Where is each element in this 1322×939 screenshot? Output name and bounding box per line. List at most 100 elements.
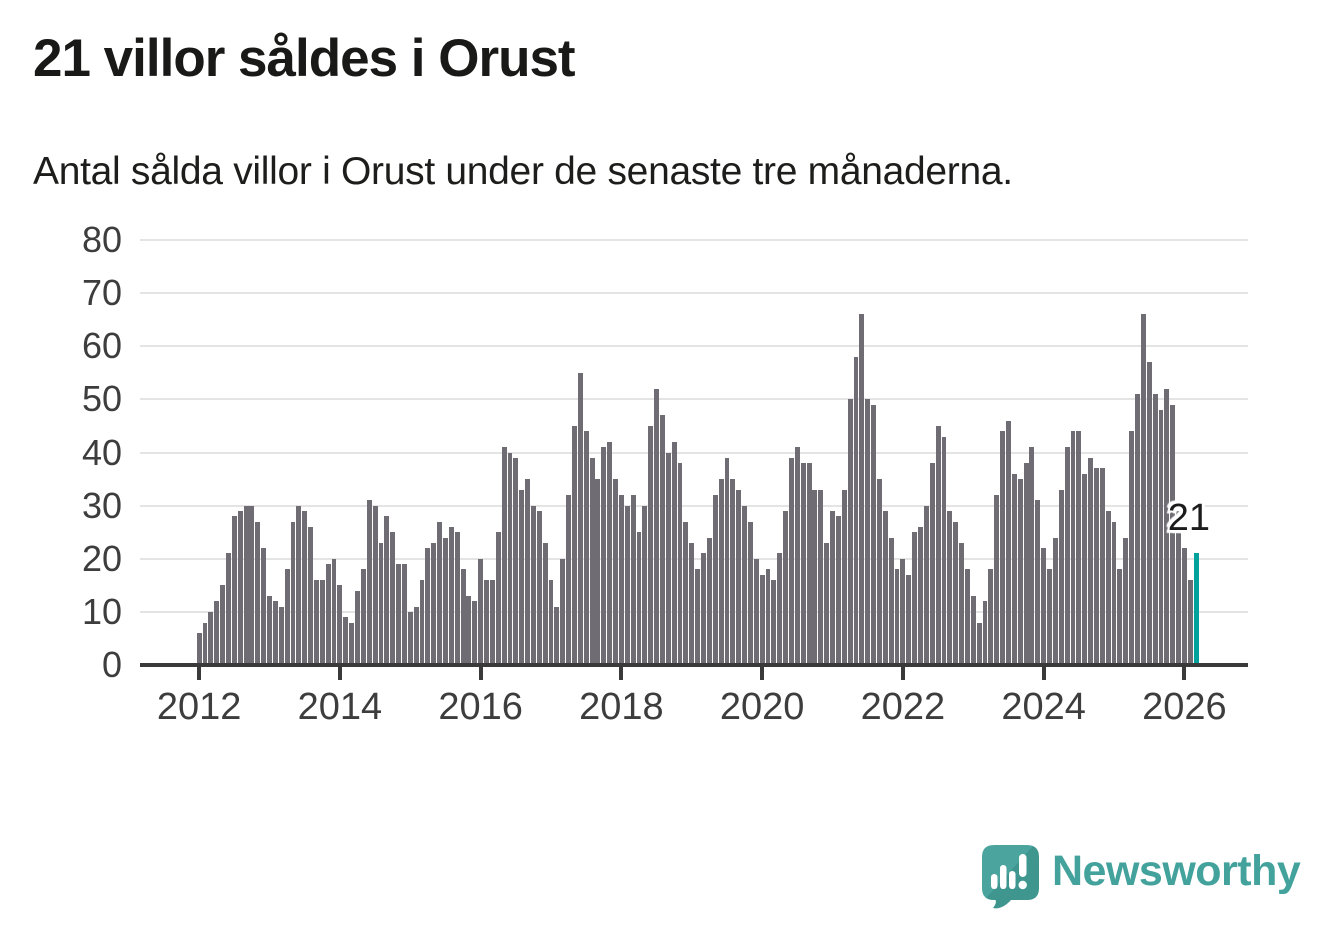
bar	[1105, 510, 1111, 665]
x-axis-label: 2014	[297, 686, 383, 728]
bar	[478, 558, 484, 665]
bar	[196, 633, 202, 665]
bar	[759, 574, 765, 665]
bar	[343, 617, 349, 665]
bar	[325, 564, 331, 665]
bar	[859, 314, 865, 665]
bar	[302, 510, 308, 665]
y-axis-label: 80	[81, 219, 122, 260]
bar	[349, 622, 355, 665]
bar	[1111, 521, 1117, 665]
bar	[407, 611, 413, 665]
bar	[308, 526, 314, 665]
bar	[1017, 479, 1023, 665]
bar	[1006, 420, 1011, 665]
bar	[1093, 468, 1099, 665]
bar	[618, 495, 624, 665]
bar	[1146, 362, 1152, 665]
bar	[577, 372, 583, 665]
bar	[812, 489, 818, 665]
bar	[642, 505, 648, 665]
bar	[542, 542, 548, 665]
bar	[231, 516, 237, 665]
bar	[1152, 394, 1158, 665]
bar	[771, 580, 777, 665]
bar	[530, 505, 536, 665]
bar	[1164, 388, 1170, 665]
bar	[448, 526, 454, 665]
bar	[554, 606, 560, 665]
bar	[1181, 548, 1187, 665]
bar	[296, 505, 302, 665]
bar	[671, 441, 677, 665]
bar	[360, 569, 366, 665]
bar	[413, 606, 419, 665]
bar	[765, 569, 771, 665]
x-axis-label: 2024	[1001, 686, 1086, 728]
bar	[466, 595, 472, 665]
bar	[1117, 569, 1123, 665]
bar	[1047, 569, 1052, 665]
bar	[988, 569, 994, 665]
bar	[401, 564, 407, 665]
bar	[454, 532, 460, 665]
bar	[1041, 548, 1047, 665]
bar	[431, 542, 437, 665]
bar	[607, 441, 613, 665]
bar	[888, 537, 894, 665]
bar	[865, 399, 871, 665]
x-axis-label: 2026	[1142, 686, 1227, 728]
bar	[443, 537, 448, 665]
bar	[566, 495, 572, 665]
y-axis-label: 60	[81, 325, 122, 367]
axis-tick	[337, 667, 342, 680]
gridline	[140, 398, 1248, 401]
bar	[701, 553, 706, 665]
bar	[677, 463, 683, 665]
bar	[1070, 431, 1076, 665]
logo-text: Newsworthy	[1052, 847, 1301, 895]
bar	[536, 510, 542, 665]
bar	[1140, 314, 1146, 665]
bar	[800, 463, 806, 665]
bar	[724, 457, 730, 665]
bar	[630, 495, 636, 665]
y-axis-label: 70	[81, 272, 122, 314]
bar	[208, 611, 214, 665]
bar	[806, 463, 812, 665]
bar	[789, 457, 794, 665]
bar	[976, 622, 982, 665]
y-axis-label: 20	[81, 537, 122, 579]
bar	[390, 532, 396, 665]
bar	[941, 436, 947, 665]
axis-tick	[478, 667, 483, 680]
bar	[261, 548, 267, 665]
bar	[1135, 394, 1140, 665]
page-title: 21 villor såldes i Orust	[33, 29, 576, 88]
bar	[777, 553, 783, 665]
bar	[278, 606, 284, 665]
axis-tick	[197, 667, 202, 680]
gridline	[140, 451, 1248, 454]
logo-bubble-icon	[982, 845, 1039, 909]
bar	[654, 388, 660, 665]
bar	[489, 580, 495, 665]
bar	[818, 489, 824, 665]
gridline	[140, 504, 1248, 507]
bar	[319, 580, 325, 665]
bar	[1064, 447, 1070, 665]
bar	[712, 495, 718, 665]
bar	[1000, 431, 1006, 665]
bar	[742, 505, 747, 665]
bar	[947, 510, 953, 665]
bar	[595, 479, 601, 665]
bar	[237, 510, 243, 665]
bar	[912, 532, 918, 665]
bar	[683, 521, 689, 665]
bar	[501, 447, 507, 665]
bar	[519, 489, 525, 665]
bar	[331, 558, 337, 665]
x-axis-label: 2016	[438, 686, 523, 728]
bar	[589, 457, 595, 665]
bar	[747, 521, 753, 665]
